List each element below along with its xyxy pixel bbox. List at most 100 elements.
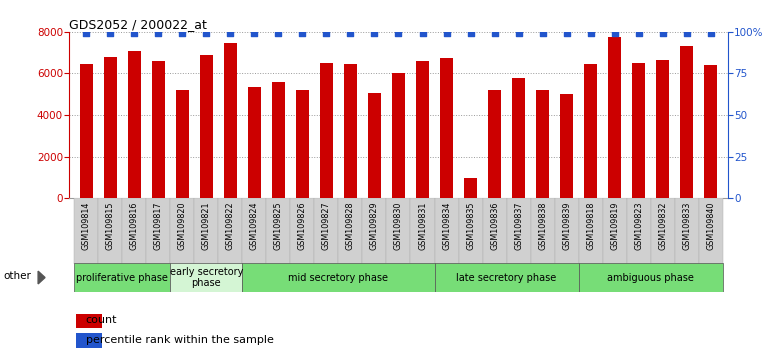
Point <box>128 30 140 36</box>
Text: GSM109820: GSM109820 <box>178 201 187 250</box>
Bar <box>79 64 92 198</box>
Text: GSM109815: GSM109815 <box>105 201 115 250</box>
Bar <box>459 198 483 264</box>
Bar <box>344 64 357 198</box>
Bar <box>656 60 669 198</box>
Bar <box>507 198 531 264</box>
Bar <box>296 90 309 198</box>
Bar <box>76 314 102 329</box>
Point <box>608 30 621 36</box>
Text: GSM109824: GSM109824 <box>249 201 259 250</box>
Bar <box>608 37 621 198</box>
Bar <box>680 46 694 198</box>
Point <box>681 30 693 36</box>
Point <box>104 30 116 36</box>
Point <box>80 30 92 36</box>
Text: early secretory
phase: early secretory phase <box>169 267 243 289</box>
Text: GSM109817: GSM109817 <box>154 201 162 250</box>
Text: GSM109837: GSM109837 <box>514 201 523 250</box>
Bar <box>651 198 675 264</box>
Text: GSM109818: GSM109818 <box>586 201 595 250</box>
Text: GSM109828: GSM109828 <box>346 201 355 250</box>
Point <box>561 30 573 36</box>
Bar <box>146 198 170 264</box>
Point <box>464 30 477 36</box>
Bar <box>76 333 102 348</box>
Text: count: count <box>85 315 117 325</box>
Bar <box>464 178 477 198</box>
Bar <box>434 263 579 292</box>
Point <box>368 30 380 36</box>
Bar <box>243 263 434 292</box>
Text: GSM109826: GSM109826 <box>298 201 307 250</box>
Bar <box>483 198 507 264</box>
Text: percentile rank within the sample: percentile rank within the sample <box>85 335 273 345</box>
Text: GSM109834: GSM109834 <box>442 201 451 250</box>
Text: GSM109836: GSM109836 <box>490 201 499 250</box>
Point <box>344 30 357 36</box>
Bar <box>675 198 699 264</box>
Text: GSM109838: GSM109838 <box>538 201 547 250</box>
Text: ambiguous phase: ambiguous phase <box>608 273 695 282</box>
Point <box>152 30 164 36</box>
Bar <box>128 51 141 198</box>
Bar <box>434 198 459 264</box>
Point <box>488 30 500 36</box>
Bar <box>392 74 405 198</box>
Bar <box>338 198 363 264</box>
Bar <box>536 90 549 198</box>
Text: GSM109825: GSM109825 <box>274 201 283 250</box>
Bar <box>199 55 213 198</box>
Text: other: other <box>3 271 32 281</box>
Text: GSM109822: GSM109822 <box>226 201 235 250</box>
Bar <box>554 198 579 264</box>
Bar <box>290 198 314 264</box>
Bar <box>170 263 243 292</box>
Bar <box>122 198 146 264</box>
Bar <box>705 65 718 198</box>
Text: GSM109814: GSM109814 <box>82 201 91 250</box>
Point <box>320 30 333 36</box>
Bar <box>560 94 574 198</box>
Bar <box>579 263 723 292</box>
Text: GSM109819: GSM109819 <box>610 201 619 250</box>
Bar <box>272 82 285 198</box>
Text: late secretory phase: late secretory phase <box>457 273 557 282</box>
Bar <box>98 198 122 264</box>
Point <box>537 30 549 36</box>
Bar <box>243 198 266 264</box>
Bar <box>223 43 237 198</box>
Bar <box>387 198 410 264</box>
Bar <box>584 64 598 198</box>
Point <box>440 30 453 36</box>
Bar <box>363 198 387 264</box>
Text: GSM109833: GSM109833 <box>682 201 691 250</box>
Point <box>176 30 189 36</box>
Bar <box>218 198 243 264</box>
Text: proliferative phase: proliferative phase <box>76 273 168 282</box>
Bar <box>170 198 194 264</box>
Point <box>417 30 429 36</box>
Point <box>657 30 669 36</box>
Bar <box>627 198 651 264</box>
Bar <box>194 198 218 264</box>
Polygon shape <box>38 271 45 284</box>
Bar <box>248 87 261 198</box>
Text: GSM109821: GSM109821 <box>202 201 211 250</box>
Bar <box>440 58 453 198</box>
Bar <box>368 93 381 198</box>
Bar <box>103 57 117 198</box>
Text: GDS2052 / 200022_at: GDS2052 / 200022_at <box>69 18 207 31</box>
Text: GSM109830: GSM109830 <box>394 201 403 250</box>
Point <box>200 30 213 36</box>
Text: GSM109839: GSM109839 <box>562 201 571 250</box>
Text: GSM109827: GSM109827 <box>322 201 331 250</box>
Bar <box>410 198 434 264</box>
Point <box>393 30 405 36</box>
Bar <box>152 61 165 198</box>
Text: GSM109829: GSM109829 <box>370 201 379 250</box>
Text: GSM109816: GSM109816 <box>129 201 139 250</box>
Text: GSM109831: GSM109831 <box>418 201 427 250</box>
Bar <box>699 198 723 264</box>
Bar <box>74 263 170 292</box>
